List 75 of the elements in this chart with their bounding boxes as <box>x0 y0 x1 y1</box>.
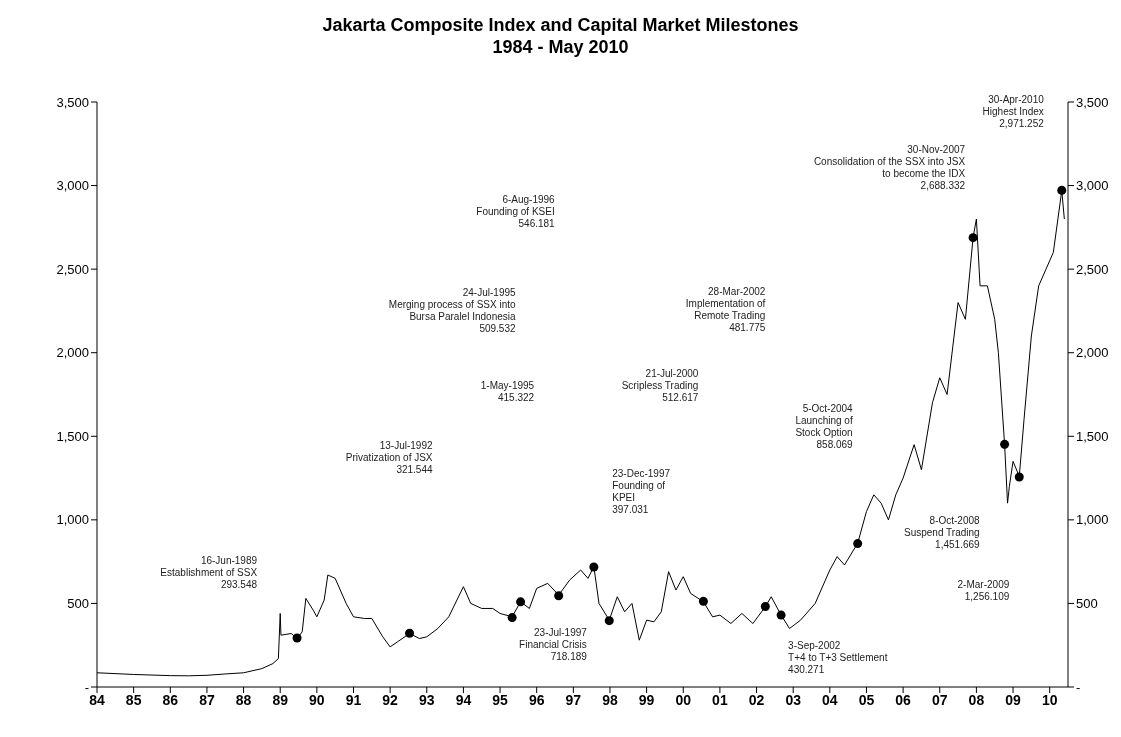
y-tick-label: 3,000 <box>56 178 89 194</box>
y-tick-label: 2,000 <box>56 345 89 361</box>
annotation: 30-Nov-2007 Consolidation of the SSX into JSX to become the IDX 2,688.332 <box>813 143 966 191</box>
x-tick-label: 95 <box>492 691 509 708</box>
annotation: 1-May-1995 415.322 <box>480 379 535 403</box>
annotation: 2-Mar-2009 1,256.109 <box>957 579 1010 603</box>
annotation: 13-Jul-1992 Privatization of JSX 321.544 <box>345 440 433 476</box>
x-tick-label: 94 <box>455 691 472 708</box>
x-tick-label: 85 <box>125 691 142 708</box>
x-tick-label: 09 <box>1005 691 1022 708</box>
x-tick-label: 93 <box>418 691 435 708</box>
x-tick-label: 01 <box>712 691 728 708</box>
y2-tick-label: - <box>1076 679 1081 695</box>
x-tick-label: 02 <box>748 691 765 708</box>
annotation: 21-Jul-2000 Scripless Trading 512.617 <box>621 368 699 404</box>
point <box>405 628 415 638</box>
x-tick-label: 96 <box>528 691 545 708</box>
y2-tick-label: 3,000 <box>1076 178 1109 194</box>
x-tick-label: 10 <box>1041 691 1058 708</box>
point <box>853 539 863 549</box>
x-tick-label: 06 <box>895 691 912 708</box>
point <box>1057 185 1067 195</box>
x-tick-label: 91 <box>345 691 362 708</box>
annotation: 16-Jun-1989 Establishment of SSX 293.548 <box>160 554 258 590</box>
y-tick-label: - <box>84 679 89 695</box>
x-tick-label: 04 <box>822 691 838 708</box>
x-tick-label: 00 <box>675 691 692 708</box>
chart-title: Jakarta Composite Index and Capital Market Milestones <box>321 14 800 36</box>
annotation: 28-Mar-2002 Implementation of Remote Trading 481.775 <box>685 286 766 334</box>
x-tick-label: 84 <box>89 691 105 708</box>
point <box>1014 472 1024 482</box>
y-tick-label: 1,000 <box>56 512 89 528</box>
x-tick-label: 97 <box>565 691 582 708</box>
point <box>292 633 302 643</box>
x-tick-label: 86 <box>162 691 179 708</box>
x-tick-label: 89 <box>272 691 289 708</box>
y2-tick-label: 2,000 <box>1076 345 1109 361</box>
point <box>968 233 978 243</box>
y2-tick-label: 2,500 <box>1076 261 1109 277</box>
y2-tick-label: 1,000 <box>1076 512 1109 528</box>
annotation: 3-Sep-2002 T+4 to T+3 Settlement 430.271 <box>788 640 888 676</box>
x-tick-label: 88 <box>235 691 252 708</box>
y2-tick-label: 1,500 <box>1076 428 1109 444</box>
point <box>604 616 614 626</box>
x-tick-label: 03 <box>785 691 802 708</box>
y-tick-label: 3,500 <box>56 94 89 110</box>
x-tick-label: 98 <box>602 691 618 708</box>
point <box>1000 439 1010 449</box>
annotation: 6-Aug-1996 Founding of KSEI 546.181 <box>476 193 556 229</box>
point <box>589 562 599 572</box>
chart-subtitle: 1984 - May 2010 <box>491 36 630 58</box>
y2-tick-label: 500 <box>1076 596 1098 612</box>
x-tick-label: 87 <box>199 691 215 708</box>
annotation: 23-Jul-1997 Financial Crisis 718.189 <box>519 626 588 662</box>
annotation: 23-Dec-1997 Founding of KPEI 397.031 <box>612 467 671 515</box>
annotation: 30-Apr-2010 Highest Index 2,971.252 <box>982 94 1045 130</box>
point <box>776 610 786 620</box>
y2-tick-label: 3,500 <box>1076 94 1109 110</box>
annotation: 8-Oct-2008 Suspend Trading 1,451.669 <box>903 515 981 551</box>
point <box>698 596 708 606</box>
point <box>554 591 564 601</box>
x-tick-label: 05 <box>858 691 875 708</box>
y-tick-label: 1,500 <box>56 428 89 444</box>
x-tick-label: 90 <box>309 691 325 708</box>
annotation: 5-Oct-2004 Launching of Stock Option 858.069 <box>795 402 854 450</box>
y-tick-label: 2,500 <box>56 261 89 277</box>
point <box>516 597 526 607</box>
x-tick-label: 07 <box>931 691 948 708</box>
point <box>760 601 770 611</box>
x-tick-label: 99 <box>638 691 655 708</box>
point <box>507 613 517 623</box>
x-tick-label: 92 <box>382 691 399 708</box>
y-tick-label: 500 <box>67 596 89 612</box>
x-tick-label: 08 <box>968 691 985 708</box>
annotation: 24-Jul-1995 Merging process of SSX into Bursa Paralel Indonesia 509.532 <box>388 286 517 334</box>
